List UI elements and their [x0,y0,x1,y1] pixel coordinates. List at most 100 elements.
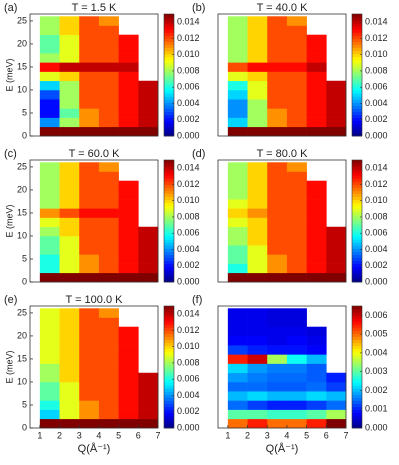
panel-title: T = 80.0 K [257,148,309,160]
colorbar-segment [164,169,174,173]
heat-cell [267,317,288,328]
colorbar-frame [163,159,175,283]
heat-cell [286,108,307,118]
colorbar-segment [352,403,362,408]
y-tick-label: 15 [17,353,27,363]
colorbar-frame [163,305,175,429]
colorbar-frame [163,13,175,137]
colorbar-tick-label: 0.014 [177,17,200,27]
heat-cell [306,409,327,420]
heat-cell [118,245,139,255]
colorbar-segment [352,169,362,173]
heat-cell [286,326,307,337]
y-tick-label: 0 [22,276,27,286]
colorbar-segment [352,312,362,316]
heat-cell [247,16,268,26]
y-axis-label: E (meV) [4,58,14,91]
heat-cell [98,180,119,191]
heat-cell [306,272,327,283]
heat-cell [247,317,268,328]
colorbar-segment [164,370,174,374]
heat-cell [59,363,80,374]
heat-cell [39,354,60,364]
heat-cell [227,335,248,346]
colorbar-tick-label: 0.002 [177,260,200,270]
heat-cell [59,326,80,337]
heat-cell [118,326,139,337]
heat-cell [267,345,288,355]
colorbar-segment [352,160,362,164]
colorbar-segment [164,251,174,255]
heat-cell [267,409,288,420]
colorbar-segment [352,105,362,109]
colorbar-segment [352,132,362,137]
colorbar-segment [164,172,174,176]
colorbar-segment [352,120,362,125]
heat-cell [306,335,327,346]
colorbar-segment [352,32,362,36]
heat-cell [138,117,159,128]
colorbar-segment [352,227,362,231]
heat-cell [326,226,347,237]
colorbar-segment [164,391,174,395]
y-tick-label: 20 [17,38,27,48]
y-axis-label: E (meV) [4,204,14,237]
colorbar-tick-label: 0.000 [365,422,388,432]
heat-cell [286,117,307,128]
heat-cell [59,80,80,91]
colorbar-frame [351,13,363,137]
colorbar-segment [352,421,362,426]
heat-cell [286,189,307,200]
heat-cell [98,400,119,410]
colorbar-segment [164,190,174,194]
colorbar-segment [164,376,174,380]
heat-cell [39,208,60,218]
heat-cell [227,71,248,82]
colorbar-segment [352,123,362,128]
heat-cell [227,372,248,383]
heat-cell [79,53,100,63]
heat-cell [267,25,288,36]
colorbar-segment [164,230,174,234]
heat-cell [98,108,119,118]
colorbar-segment [352,75,362,79]
colorbar-segment [164,397,174,401]
heat-cell [98,335,119,346]
heat-cell [227,345,248,355]
heat-cell [98,208,119,218]
colorbar-segment [352,35,362,39]
heat-cell [286,16,307,26]
heat-cell [267,400,288,410]
heat-cell [39,126,60,137]
colorbar-segment [352,26,362,30]
heat-cell [98,235,119,246]
heat-cell [98,363,119,374]
heat-cell [227,245,248,255]
heat-cell [118,363,139,374]
heat-cell [326,99,347,109]
colorbar-segment [164,117,174,122]
colorbar-segment [164,123,174,128]
heat-cell [79,235,100,246]
heat-cell [227,272,248,283]
heat-cell [267,171,288,182]
heat-cell [98,254,119,264]
heat-cell [79,25,100,36]
x-tick-label: 5 [304,430,309,440]
heat-cell [79,180,100,191]
colorbar-segment [164,415,174,420]
heat-cell [138,245,159,255]
colorbar-segment [352,315,362,319]
x-tick-label: 2 [245,430,250,440]
heat-cell [306,400,327,410]
colorbar-segment [164,120,174,125]
y-tick-label: 15 [17,207,27,217]
colorbar-tick-label: 0.006 [177,82,200,92]
colorbar-segment [352,263,362,268]
heat-cell [59,71,80,82]
heat-cell [227,418,248,429]
colorbar-segment [164,175,174,179]
heat-cell [59,335,80,346]
heat-cell [286,400,307,410]
colorbar-segment [164,367,174,371]
